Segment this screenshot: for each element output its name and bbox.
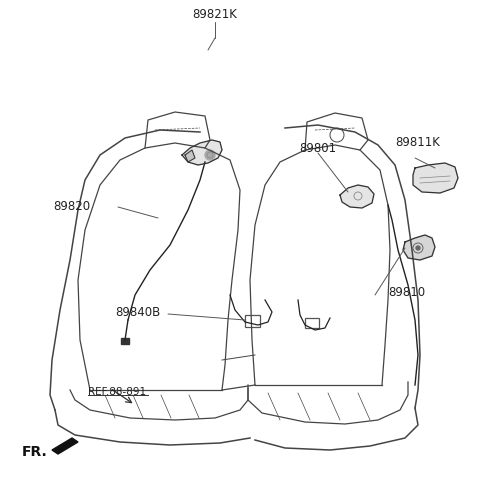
Bar (245, 315, 260, 327)
Polygon shape (413, 163, 458, 193)
Text: FR.: FR. (22, 445, 48, 459)
Text: 89810: 89810 (388, 286, 425, 299)
Circle shape (416, 246, 420, 250)
Polygon shape (403, 235, 435, 260)
Text: REF.88-891: REF.88-891 (88, 387, 146, 397)
Circle shape (205, 150, 215, 160)
Bar (305, 318, 319, 328)
Text: 89801: 89801 (300, 141, 336, 154)
Text: 89840B: 89840B (115, 306, 160, 319)
Polygon shape (185, 150, 195, 162)
Text: 89811K: 89811K (396, 136, 441, 149)
Bar (121, 338, 129, 344)
Polygon shape (340, 185, 374, 208)
Text: 89820: 89820 (53, 200, 90, 213)
Text: 89821K: 89821K (192, 9, 238, 21)
Polygon shape (182, 140, 222, 165)
Polygon shape (52, 438, 78, 454)
